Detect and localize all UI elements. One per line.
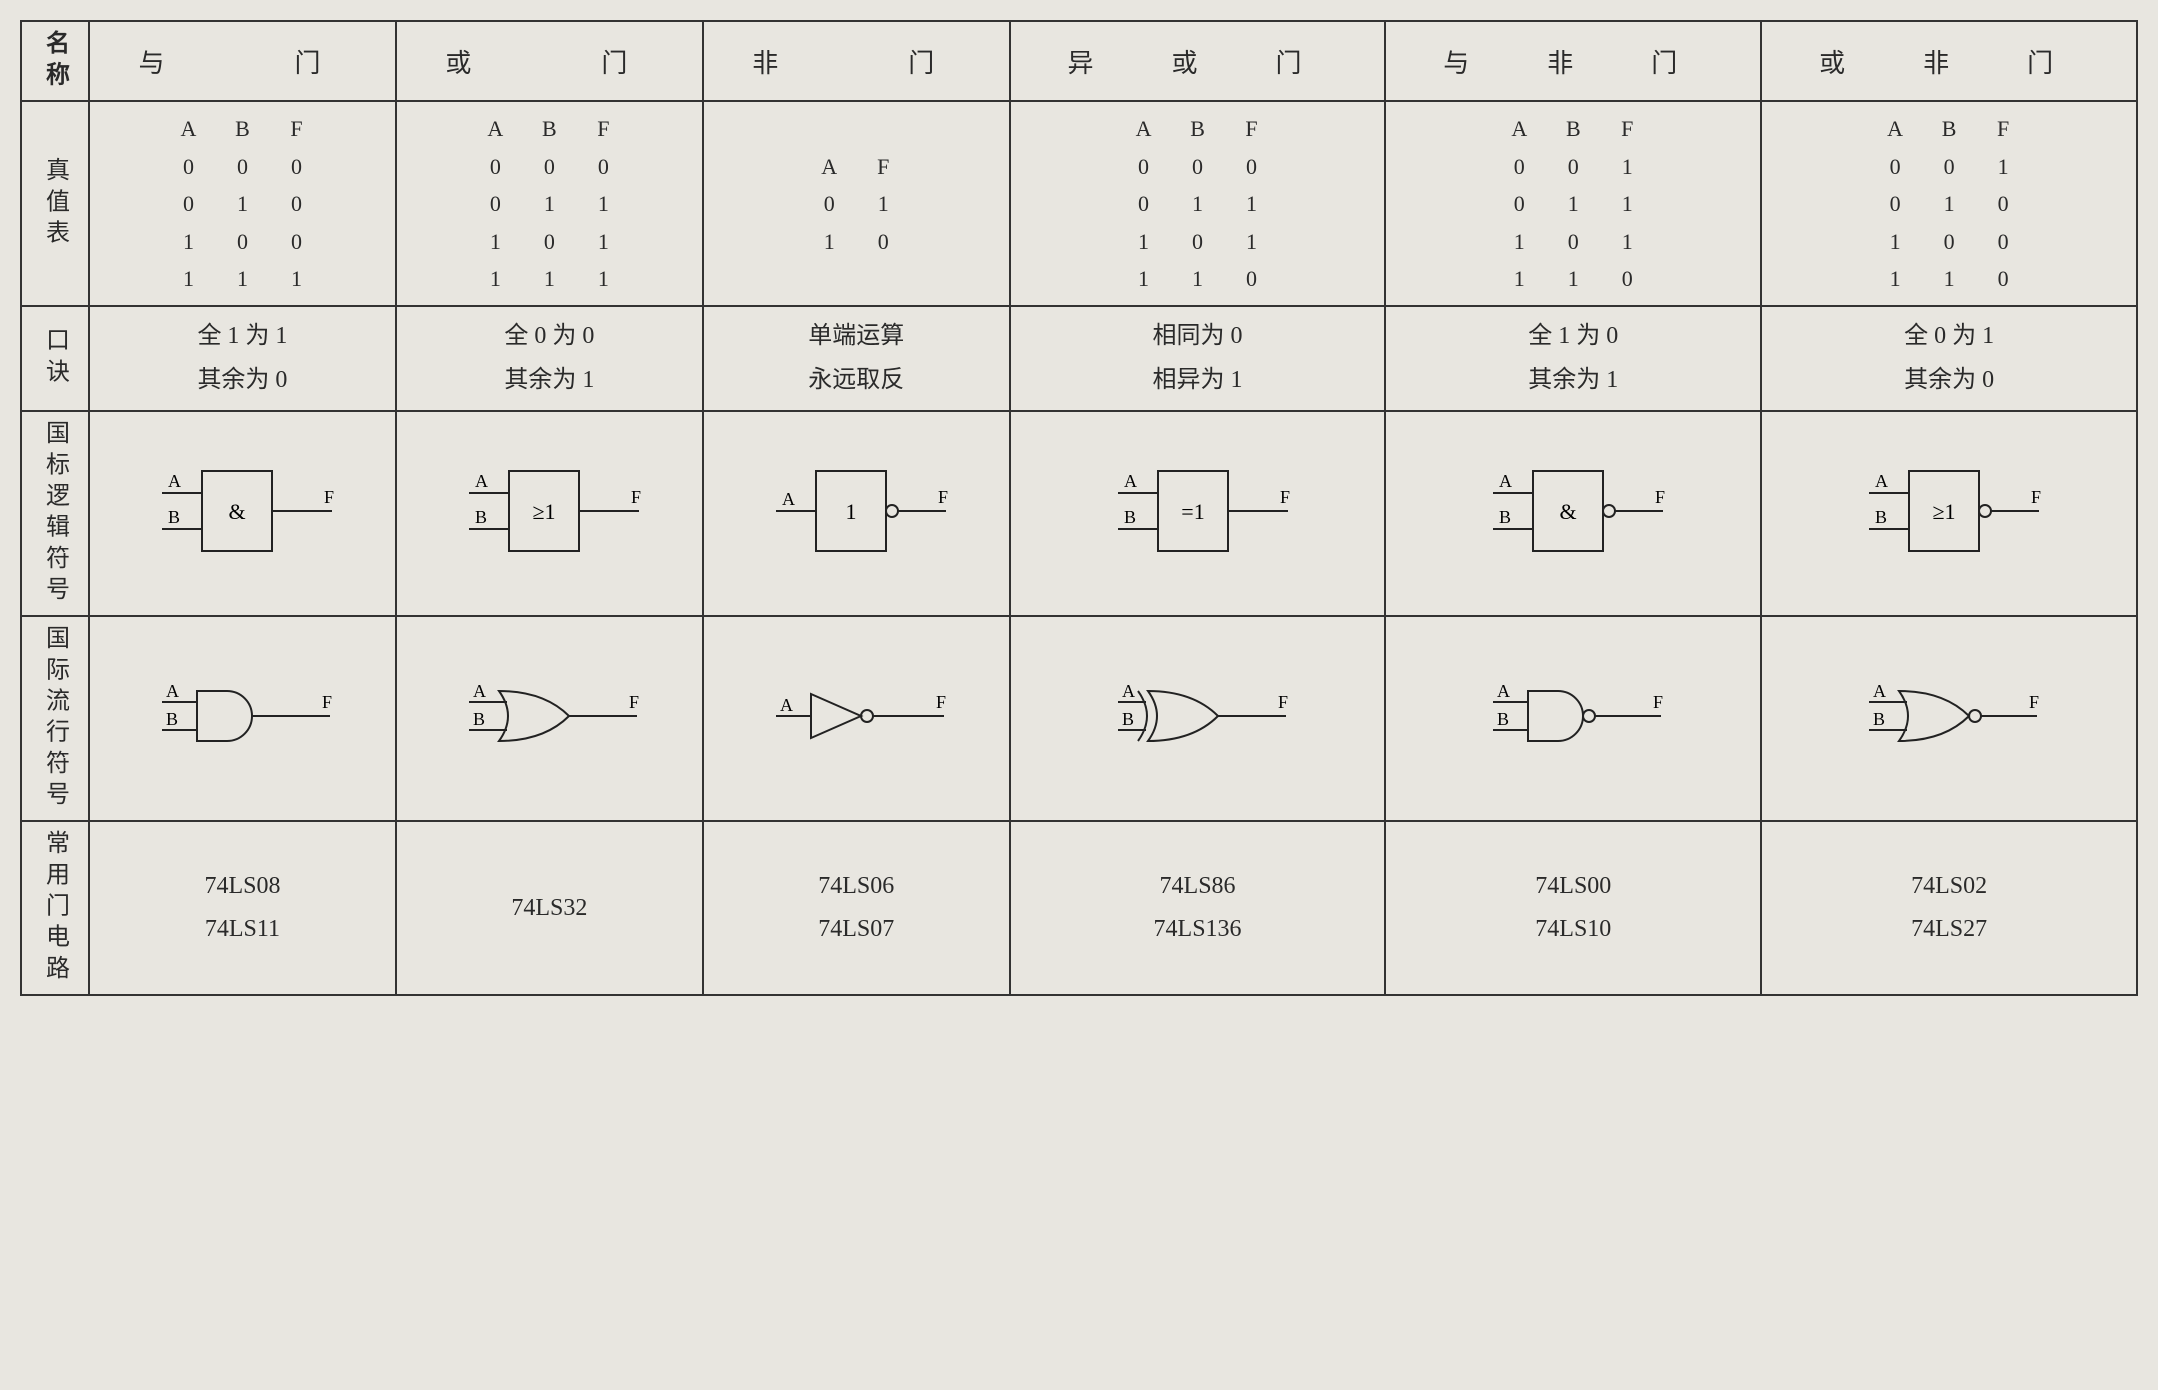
mnemonic-2: 单端运算永远取反 <box>703 306 1010 410</box>
svg-text:F: F <box>324 487 334 507</box>
svg-text:F: F <box>322 692 332 712</box>
svg-text:≥1: ≥1 <box>533 499 556 524</box>
chips-0: 74LS0874LS11 <box>89 821 396 995</box>
svg-text:B: B <box>473 709 485 729</box>
svg-text:F: F <box>938 487 948 507</box>
svg-text:F: F <box>2031 487 2041 507</box>
svg-text:B: B <box>168 507 180 527</box>
intl-5: AB F <box>1761 616 2137 821</box>
svg-text:A: A <box>780 695 793 715</box>
truth-4: ABF001011101110 <box>1385 101 1761 306</box>
svg-text:F: F <box>1278 692 1288 712</box>
truth-5: ABF001010100110 <box>1761 101 2137 306</box>
iec-2: A 1 F <box>703 411 1010 616</box>
svg-text:≥1: ≥1 <box>1933 499 1956 524</box>
svg-text:A: A <box>1122 681 1135 701</box>
gate-name-2: 非 门 <box>703 21 1010 101</box>
svg-text:A: A <box>473 681 486 701</box>
row-label-truth: 真值表 <box>21 101 89 306</box>
gate-name-1: 或 门 <box>396 21 703 101</box>
svg-text:A: A <box>1497 681 1510 701</box>
svg-text:&: & <box>1560 499 1577 524</box>
iec-5: AB ≥1 F <box>1761 411 2137 616</box>
svg-text:A: A <box>1875 471 1888 491</box>
gate-name-4: 与 非 门 <box>1385 21 1761 101</box>
svg-text:B: B <box>1497 709 1509 729</box>
svg-text:B: B <box>1124 507 1136 527</box>
iec-symbol-row: 国标逻辑符号 AB&F AB≥1F A1F AB=1F AB&F AB≥1F <box>21 411 2137 616</box>
row-label-intl: 国际流行符号 <box>21 616 89 821</box>
gate-name-3: 异 或 门 <box>1010 21 1386 101</box>
truth-1: ABF000011101111 <box>396 101 703 306</box>
svg-text:F: F <box>1653 692 1663 712</box>
chips-2: 74LS0674LS07 <box>703 821 1010 995</box>
svg-text:B: B <box>166 709 178 729</box>
iec-3: AB =1 F <box>1010 411 1386 616</box>
svg-text:A: A <box>1873 681 1886 701</box>
svg-text:&: & <box>229 499 246 524</box>
chips-row: 常用门电路 74LS0874LS11 74LS32 74LS0674LS07 7… <box>21 821 2137 995</box>
chips-3: 74LS8674LS136 <box>1010 821 1386 995</box>
intl-3: AB F <box>1010 616 1386 821</box>
svg-text:A: A <box>168 471 181 491</box>
svg-text:A: A <box>1499 471 1512 491</box>
intl-2: AF <box>703 616 1010 821</box>
svg-text:A: A <box>782 489 795 509</box>
mnemonic-row: 口诀 全 1 为 1其余为 0 全 0 为 0其余为 1 单端运算永远取反 相同… <box>21 306 2137 410</box>
svg-text:1: 1 <box>846 499 857 524</box>
mnemonic-4: 全 1 为 0其余为 1 <box>1385 306 1761 410</box>
svg-text:F: F <box>2029 692 2039 712</box>
mnemonic-5: 全 0 为 1其余为 0 <box>1761 306 2137 410</box>
svg-text:F: F <box>1280 487 1290 507</box>
truth-table-row: 真值表 ABF000010100111 ABF000011101111 AF01… <box>21 101 2137 306</box>
mnemonic-1: 全 0 为 0其余为 1 <box>396 306 703 410</box>
svg-text:B: B <box>1499 507 1511 527</box>
svg-text:B: B <box>1875 507 1887 527</box>
intl-1: AB F <box>396 616 703 821</box>
truth-3: ABF000011101110 <box>1010 101 1386 306</box>
row-label-iec: 国标逻辑符号 <box>21 411 89 616</box>
svg-text:B: B <box>475 507 487 527</box>
row-label-chips: 常用门电路 <box>21 821 89 995</box>
intl-symbol-row: 国际流行符号 ABF ABF AF ABF ABF ABF <box>21 616 2137 821</box>
svg-text:A: A <box>166 681 179 701</box>
logic-gates-table: 名称 与 门 或 门 非 门 异 或 门 与 非 门 或 非 门 真值表 ABF… <box>20 20 2138 996</box>
iec-0: AB & F <box>89 411 396 616</box>
svg-text:=1: =1 <box>1181 499 1204 524</box>
svg-text:F: F <box>629 692 639 712</box>
svg-text:A: A <box>1124 471 1137 491</box>
intl-4: AB F <box>1385 616 1761 821</box>
header-row: 名称 与 门 或 门 非 门 异 或 门 与 非 门 或 非 门 <box>21 21 2137 101</box>
gate-name-0: 与 门 <box>89 21 396 101</box>
intl-0: AB F <box>89 616 396 821</box>
mnemonic-3: 相同为 0相异为 1 <box>1010 306 1386 410</box>
svg-text:F: F <box>631 487 641 507</box>
row-label-mnemonic: 口诀 <box>21 306 89 410</box>
svg-text:A: A <box>475 471 488 491</box>
chips-5: 74LS0274LS27 <box>1761 821 2137 995</box>
iec-4: AB & F <box>1385 411 1761 616</box>
truth-2: AF0110 <box>703 101 1010 306</box>
row-label-name: 名称 <box>21 21 89 101</box>
mnemonic-0: 全 1 为 1其余为 0 <box>89 306 396 410</box>
svg-text:B: B <box>1122 709 1134 729</box>
iec-1: AB ≥1 F <box>396 411 703 616</box>
truth-0: ABF000010100111 <box>89 101 396 306</box>
gate-name-5: 或 非 门 <box>1761 21 2137 101</box>
chips-4: 74LS0074LS10 <box>1385 821 1761 995</box>
svg-text:F: F <box>936 692 946 712</box>
chips-1: 74LS32 <box>396 821 703 995</box>
svg-text:F: F <box>1655 487 1665 507</box>
svg-text:B: B <box>1873 709 1885 729</box>
